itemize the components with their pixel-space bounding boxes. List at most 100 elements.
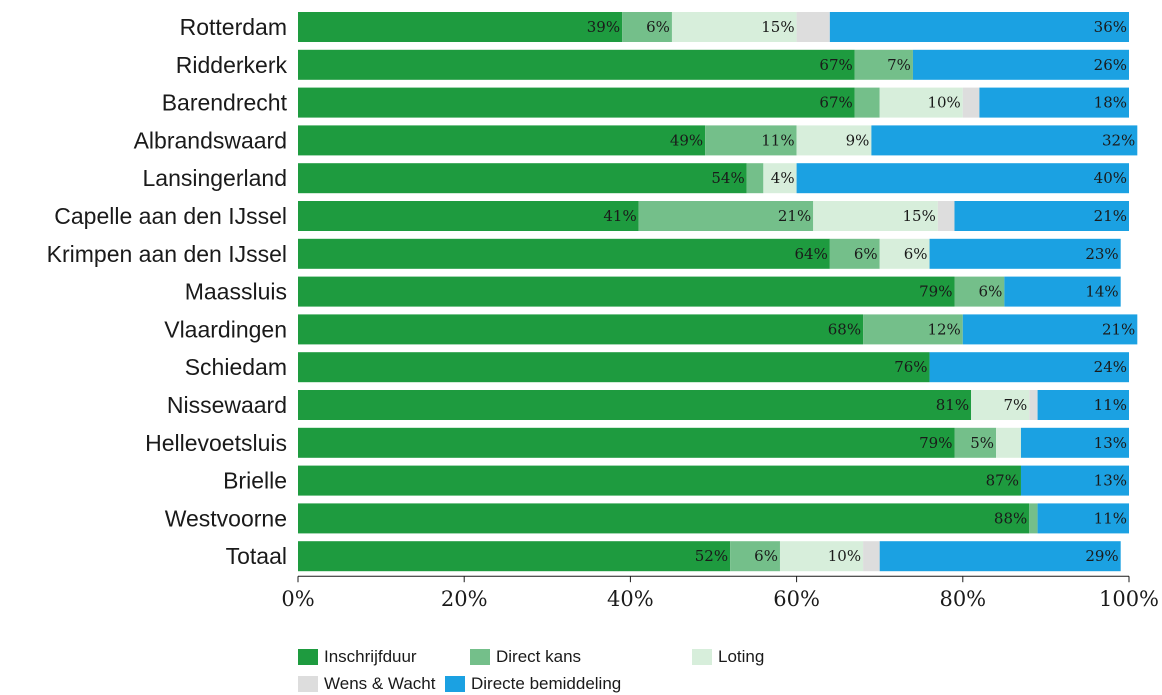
data-label: 68%: [828, 320, 861, 338]
data-label: 10%: [828, 547, 861, 565]
bar-segment: [298, 390, 971, 420]
data-label: 18%: [1094, 94, 1127, 112]
category-label: Schiedam: [185, 354, 287, 380]
bar-segment: [963, 88, 980, 118]
data-label: 79%: [919, 434, 952, 452]
category-label: Ridderkerk: [176, 52, 288, 78]
legend-item: Directe bemiddeling: [445, 674, 621, 694]
bar-segment: [298, 163, 747, 193]
data-label: 11%: [1094, 509, 1127, 527]
data-label: 40%: [1094, 169, 1127, 187]
bar-segment: [996, 428, 1021, 458]
data-label: 29%: [1085, 547, 1118, 565]
x-tick-label: 20%: [441, 587, 488, 611]
legend-label: Direct kans: [496, 647, 581, 667]
data-label: 64%: [794, 245, 827, 263]
legend-swatch: [445, 676, 465, 692]
data-label: 76%: [894, 358, 927, 376]
category-label: Vlaardingen: [164, 316, 287, 342]
data-label: 81%: [936, 396, 969, 414]
data-label: 21%: [778, 207, 811, 225]
legend-label: Directe bemiddeling: [471, 674, 621, 694]
data-label: 6%: [646, 18, 670, 36]
legend-swatch: [470, 649, 490, 665]
data-label: 79%: [919, 283, 952, 301]
bar-segment: [298, 314, 863, 344]
legend-label: Wens & Wacht: [324, 674, 435, 694]
bar-segment: [298, 88, 855, 118]
legend-item: Loting: [692, 647, 764, 667]
data-label: 32%: [1102, 131, 1135, 149]
data-label: 87%: [986, 472, 1019, 490]
data-label: 15%: [903, 207, 936, 225]
bar-segment: [855, 88, 880, 118]
data-label: 52%: [695, 547, 728, 565]
category-label: Hellevoetsluis: [145, 430, 287, 456]
legend-item: Direct kans: [470, 647, 581, 667]
bar-segment: [871, 125, 1137, 155]
category-label: Albrandswaard: [134, 127, 287, 153]
x-tick-label: 0%: [281, 587, 314, 611]
data-label: 41%: [603, 207, 636, 225]
legend-item: Wens & Wacht: [298, 674, 435, 694]
x-tick-label: 60%: [773, 587, 820, 611]
data-label: 49%: [670, 131, 703, 149]
data-label: 11%: [1094, 396, 1127, 414]
bar-segment: [830, 12, 1129, 42]
data-label: 6%: [979, 283, 1003, 301]
data-label: 15%: [761, 18, 794, 36]
data-label: 7%: [1003, 396, 1027, 414]
data-label: 14%: [1085, 283, 1118, 301]
legend-swatch: [298, 676, 318, 692]
data-label: 6%: [854, 245, 878, 263]
category-label: Krimpen aan den IJssel: [47, 241, 287, 267]
bar-segment: [1029, 390, 1037, 420]
data-label: 24%: [1094, 358, 1127, 376]
data-label: 21%: [1094, 207, 1127, 225]
bar-segment: [298, 239, 830, 269]
data-label: 13%: [1094, 472, 1127, 490]
bar-segment: [298, 541, 730, 571]
data-label: 5%: [970, 434, 994, 452]
data-label: 6%: [754, 547, 778, 565]
x-tick-label: 100%: [1099, 587, 1159, 611]
category-label: Maassluis: [185, 279, 287, 305]
data-label: 88%: [994, 509, 1027, 527]
bar-segment: [298, 466, 1021, 496]
category-label: Nissewaard: [167, 392, 287, 418]
x-tick-label: 40%: [607, 587, 654, 611]
bar-segment: [298, 50, 855, 80]
data-label: 67%: [819, 56, 852, 74]
bar-segment: [298, 125, 705, 155]
bar-segment: [298, 201, 639, 231]
bar-segment: [298, 503, 1029, 533]
category-label: Rotterdam: [180, 14, 287, 40]
chart-canvas: Rotterdam 39% 6% 15% 36% Ridderkerk 67% 7% 26% Ba…: [0, 0, 1162, 640]
legend-label: Inschrijfduur: [324, 647, 417, 667]
category-label: Barendrecht: [162, 90, 288, 116]
bar-segment: [797, 163, 1129, 193]
data-label: 67%: [819, 94, 852, 112]
data-label: 26%: [1094, 56, 1127, 74]
category-label: Brielle: [223, 468, 287, 494]
data-label: 11%: [761, 131, 794, 149]
data-label: 21%: [1102, 320, 1135, 338]
legend-label: Loting: [718, 647, 764, 667]
bar-segment: [298, 352, 930, 382]
data-label: 39%: [587, 18, 620, 36]
data-label: 54%: [711, 169, 744, 187]
data-label: 13%: [1094, 434, 1127, 452]
data-label: 36%: [1094, 18, 1127, 36]
data-label: 6%: [904, 245, 928, 263]
category-label: Totaal: [226, 543, 287, 569]
bar-segment: [1029, 503, 1037, 533]
x-tick-label: 80%: [939, 587, 986, 611]
bar-segment: [298, 277, 954, 307]
bar-segment: [298, 428, 954, 458]
data-label: 7%: [887, 56, 911, 74]
bar-segment: [938, 201, 955, 231]
bar-segment: [298, 12, 622, 42]
bar-segment: [747, 163, 764, 193]
data-label: 4%: [771, 169, 795, 187]
